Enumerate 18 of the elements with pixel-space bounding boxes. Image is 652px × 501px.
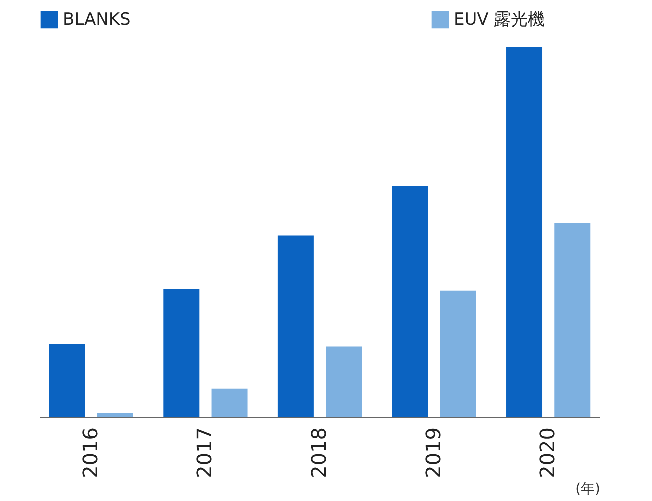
bar <box>326 346 362 417</box>
bar <box>164 289 200 417</box>
legend-label: EUV 露光機 <box>454 10 546 30</box>
x-tick-label: 2019 <box>421 428 446 478</box>
bar <box>49 344 86 417</box>
legend-label: BLANKS <box>63 10 131 30</box>
bar <box>554 223 591 417</box>
x-tick-label: 2020 <box>536 428 560 478</box>
x-tick-label: 2018 <box>307 428 331 478</box>
bar <box>392 186 428 417</box>
bar <box>278 236 314 417</box>
bar <box>212 388 248 417</box>
x-tick-label: 2016 <box>78 428 102 478</box>
bar <box>506 47 543 417</box>
x-tick-label: 2017 <box>192 428 217 478</box>
bar <box>97 413 134 417</box>
bar <box>440 290 476 417</box>
x-axis-title: (年) <box>576 481 600 498</box>
